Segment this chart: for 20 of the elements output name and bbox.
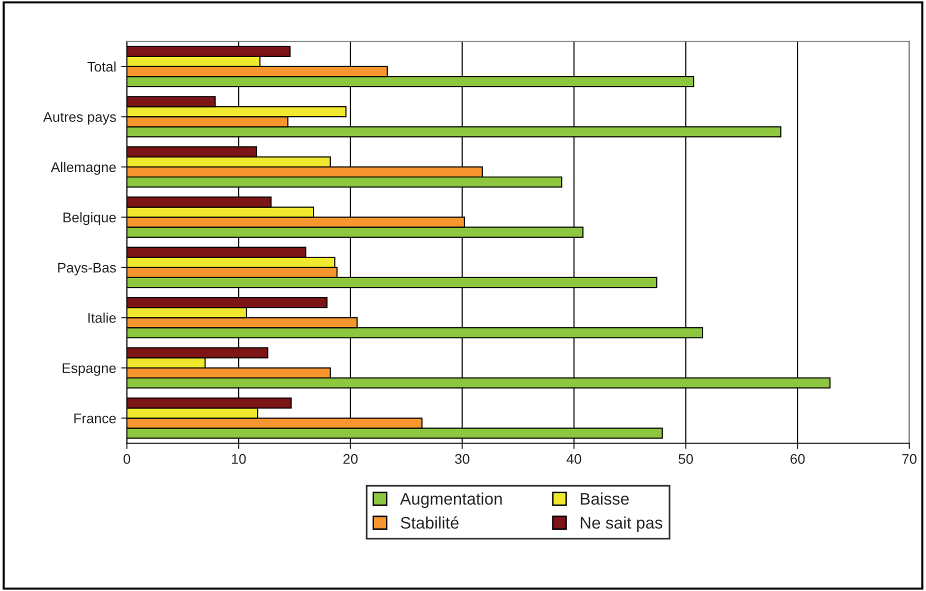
y-tick-label: Espagne bbox=[62, 363, 116, 376]
legend-label: Stabilité bbox=[400, 516, 459, 529]
x-tick-label: 60 bbox=[790, 454, 805, 464]
y-tick-label: Total bbox=[87, 61, 116, 72]
x-tick-label: 20 bbox=[343, 454, 358, 464]
y-tick-label: Pays-Bas bbox=[58, 262, 116, 276]
y-tick-label: Belgique bbox=[64, 212, 116, 226]
x-tick-label: 70 bbox=[902, 454, 917, 464]
y-tick-label: Autres pays bbox=[43, 112, 116, 125]
legend-label: Augmentation bbox=[400, 492, 502, 508]
y-tick-label: Allemagne bbox=[50, 162, 116, 175]
y-tick-label: Italie bbox=[88, 312, 116, 323]
x-tick-label: 10 bbox=[232, 454, 246, 464]
x-tick-label: 0 bbox=[124, 454, 130, 464]
legend-label: Baisse bbox=[580, 492, 629, 505]
x-tick-label: 40 bbox=[566, 454, 582, 464]
y-tick-label: France bbox=[74, 414, 116, 424]
x-tick-label: 50 bbox=[678, 454, 693, 464]
legend-label: Ne sait pas bbox=[580, 516, 662, 532]
x-tick-label: 30 bbox=[455, 454, 470, 464]
